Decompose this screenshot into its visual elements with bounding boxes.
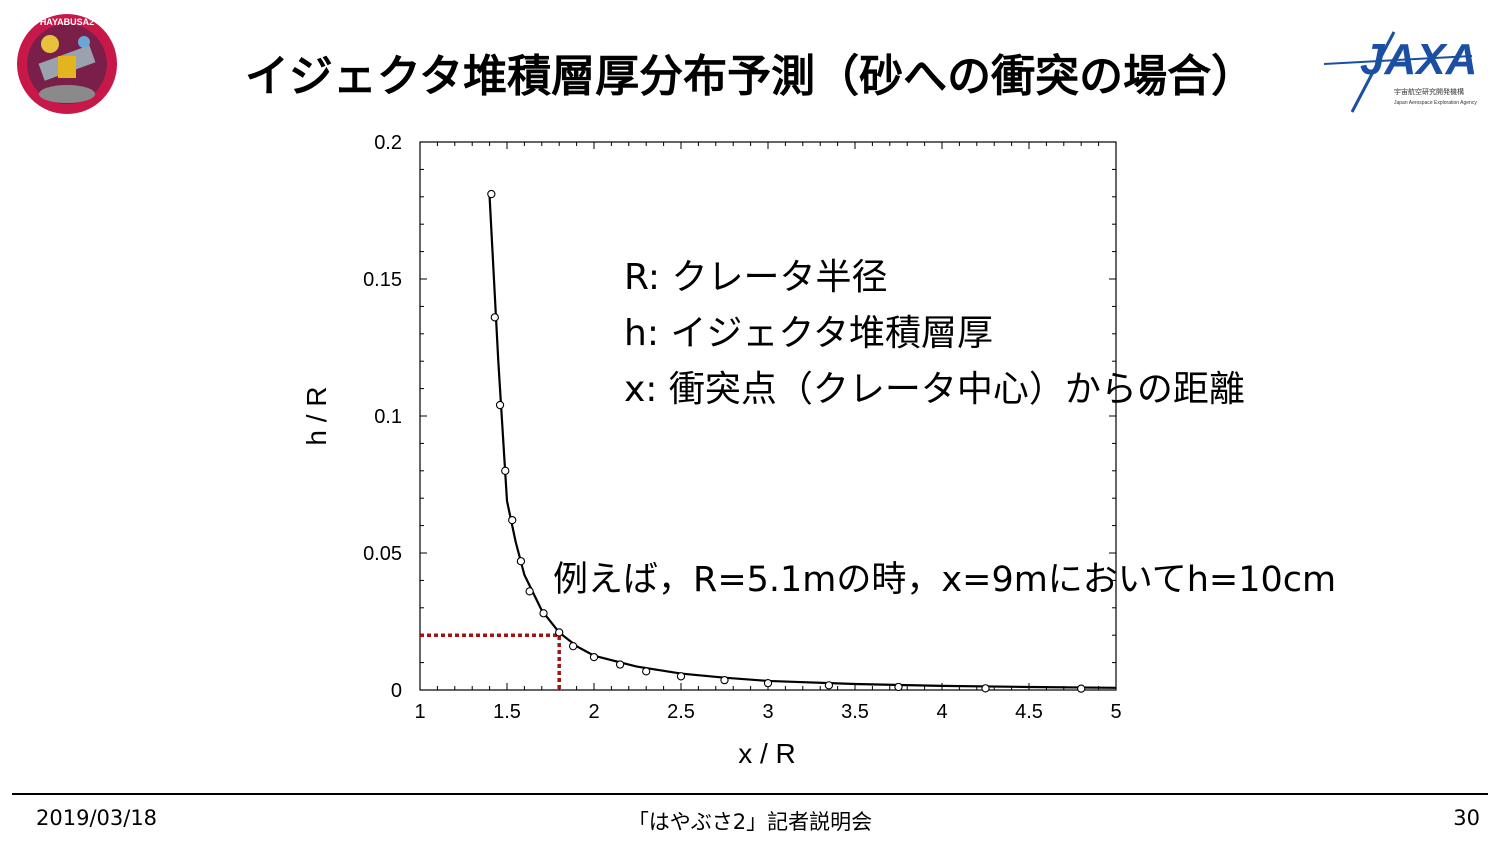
x-tick-label: 2	[588, 701, 599, 723]
y-tick-label: 0	[391, 680, 402, 702]
y-tick-label: 0.05	[363, 543, 402, 565]
y-tick-label: 0.1	[374, 406, 402, 428]
data-point	[539, 609, 548, 618]
data-point	[642, 667, 651, 676]
y-tick-label: 0.2	[374, 132, 402, 154]
marker-guide-path	[420, 633, 561, 690]
x-tick-label: 5	[1110, 701, 1121, 723]
footer-event: 「はやぶさ2」記者説明会	[627, 810, 873, 834]
data-point	[508, 515, 517, 525]
mission-logo-text: HAYABUSA2	[40, 17, 94, 27]
data-point	[568, 642, 578, 651]
y-tick-label: 0.15	[363, 269, 402, 291]
data-point	[720, 675, 729, 685]
x-tick-label: 1	[414, 701, 425, 723]
example-note: 例えば，R=5.1mの時，x=9mにおいてh=10cm	[553, 560, 1337, 600]
x-tick-label: 4.5	[1015, 701, 1043, 723]
jaxa-logo-text: JAXA	[1360, 35, 1477, 84]
tick-labels: 1 1.5 2 2.5 3 3.5 4 4.5 5 0 0.05 0.1 0.15 0.2	[363, 132, 1122, 723]
data-point	[490, 313, 499, 322]
data-point	[555, 628, 564, 637]
note-x-definition: x: 衝突点（クレータ中心）からの距離	[624, 369, 1245, 410]
data-point	[981, 684, 990, 693]
data-point	[615, 660, 625, 669]
data-point	[676, 672, 686, 681]
axes	[419, 141, 1117, 691]
x-axis-title: x / R	[738, 738, 796, 769]
data-point	[589, 652, 599, 662]
marker-guide-lines	[420, 633, 561, 690]
x-tick-label: 2.5	[667, 701, 695, 723]
x-tick-label: 3	[762, 701, 773, 723]
data-point	[1077, 684, 1086, 693]
data-point	[495, 400, 505, 410]
data-point	[516, 557, 526, 566]
data-point	[525, 587, 534, 596]
hayabusa2-mission-logo: HAYABUSA2	[10, 12, 124, 116]
x-tick-label: 3.5	[841, 701, 869, 723]
data-point	[894, 682, 903, 692]
data-point	[763, 679, 773, 688]
x-tick-label: 1.5	[493, 701, 521, 723]
jaxa-logo: JAXA 宇宙航空研究開発機構 Japan Aerospace Explorat…	[1322, 24, 1482, 114]
data-point	[824, 681, 834, 690]
x-tick-label: 4	[936, 701, 947, 723]
data-point	[501, 466, 510, 475]
slide-title: イジェクタ堆積層厚分布予測（砂への衝突の場合）	[244, 51, 1256, 102]
legend-notes: R: クレータ半径 h: イジェクタ堆積層厚 x: 衝突点（クレータ中心）からの…	[624, 250, 1245, 418]
footer-divider	[12, 793, 1488, 795]
footer-date: 2019/03/18	[36, 806, 158, 830]
data-series	[487, 189, 1117, 693]
note-r-definition: R: クレータ半径	[624, 257, 888, 298]
y-axis-title: h / R	[301, 386, 332, 445]
jaxa-subtext-en: Japan Aerospace Exploration Agency	[1394, 100, 1477, 106]
jaxa-subtext: 宇宙航空研究開発機構	[1394, 87, 1464, 96]
note-h-definition: h: イジェクタ堆積層厚	[624, 313, 993, 354]
footer-page-number: 30	[1453, 806, 1480, 830]
data-point	[487, 189, 496, 199]
